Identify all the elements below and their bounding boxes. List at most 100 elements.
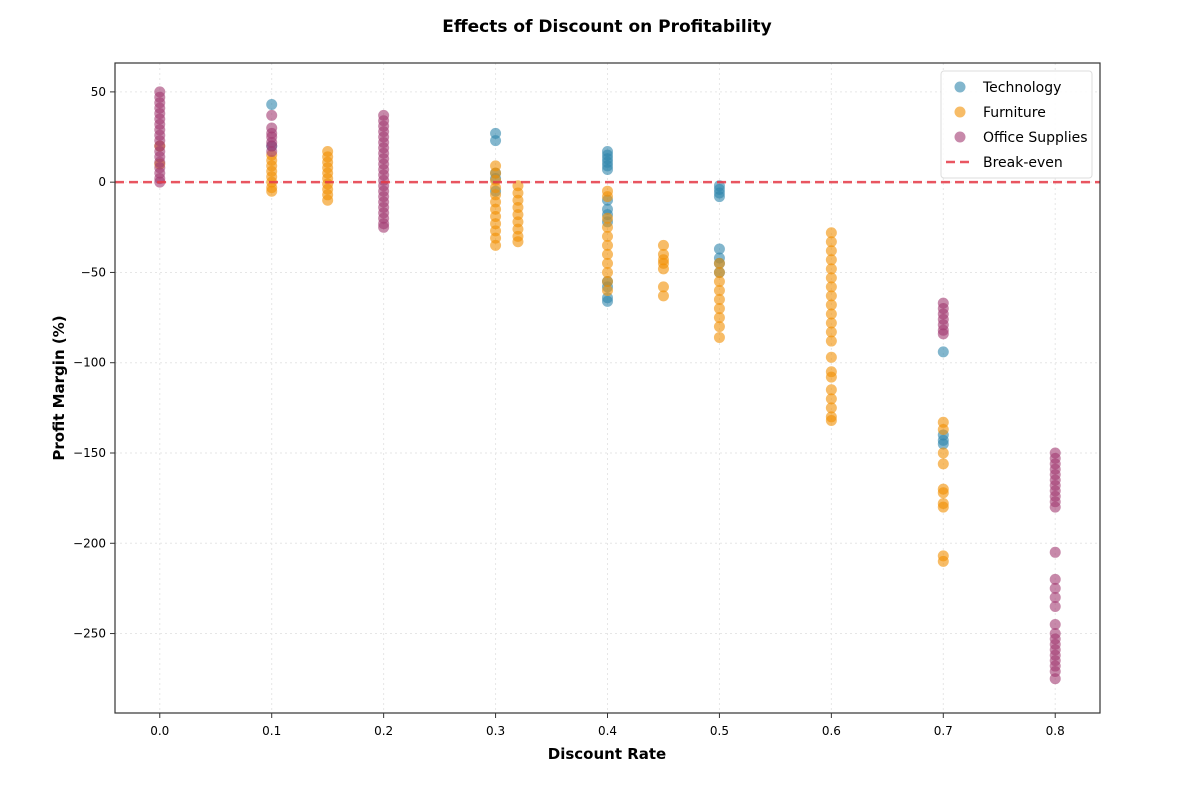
data-point	[825, 254, 837, 266]
data-point	[825, 351, 837, 363]
data-point	[937, 555, 949, 567]
data-point	[713, 294, 725, 306]
data-point	[825, 272, 837, 284]
data-point	[713, 331, 725, 343]
data-point	[266, 99, 278, 111]
data-point	[713, 243, 725, 255]
x-tick-label: 0.4	[598, 724, 617, 738]
data-point	[937, 447, 949, 459]
data-point	[266, 185, 278, 197]
data-point	[602, 266, 613, 278]
data-point	[825, 299, 837, 311]
x-tick-label: 0.8	[1046, 724, 1065, 738]
data-point	[266, 145, 278, 157]
data-point	[512, 236, 524, 248]
x-tick-label: 0.1	[262, 724, 281, 738]
data-point	[602, 239, 613, 251]
data-point	[825, 227, 837, 239]
data-point	[713, 191, 725, 203]
data-point	[937, 346, 949, 358]
y-tick-label: −150	[73, 446, 106, 460]
data-point	[602, 275, 613, 287]
data-point	[657, 239, 669, 251]
x-tick-label: 0.7	[934, 724, 953, 738]
data-point	[1049, 600, 1061, 612]
data-point	[937, 501, 949, 513]
data-point	[1049, 591, 1061, 603]
legend-marker	[954, 81, 966, 93]
data-point	[1049, 673, 1061, 685]
data-point	[713, 266, 725, 278]
data-point	[602, 191, 613, 203]
data-points	[154, 86, 1061, 685]
x-tick-label: 0.2	[374, 724, 393, 738]
y-tick-label: −200	[73, 536, 106, 550]
x-axis-ticks: 0.0 0.1 0.2 0.3 0.4 0.5 0.6 0.7 0.8	[150, 713, 1065, 738]
legend-label: Furniture	[983, 105, 1046, 121]
data-point	[825, 281, 837, 293]
data-point	[937, 424, 949, 436]
data-point	[713, 257, 725, 269]
data-point	[378, 221, 390, 233]
data-point	[657, 281, 669, 293]
data-point	[825, 335, 837, 347]
data-point	[825, 317, 837, 329]
data-point	[1049, 501, 1061, 513]
data-point	[937, 458, 949, 470]
data-point	[1049, 546, 1061, 558]
data-point	[713, 275, 725, 287]
legend-box	[940, 70, 1093, 179]
data-point	[490, 239, 502, 251]
x-axis-label: Discount Rate	[548, 745, 666, 763]
y-tick-label: 50	[91, 85, 106, 99]
data-point	[937, 438, 949, 450]
data-point	[1049, 582, 1061, 594]
data-point	[322, 194, 334, 206]
data-point	[602, 212, 613, 224]
data-point	[825, 415, 837, 426]
data-point	[657, 263, 669, 275]
y-axis-ticks: 50 0 −50 −100 −150 −200 −250	[73, 85, 115, 641]
data-point	[657, 290, 669, 302]
y-tick-label: −250	[73, 627, 106, 641]
data-point	[825, 384, 837, 396]
legend: Technology Furniture Office Supplies Break-…	[940, 70, 1093, 179]
data-point	[825, 236, 837, 248]
data-point	[602, 295, 613, 307]
data-point	[937, 328, 949, 340]
legend-marker	[954, 131, 966, 143]
series-office-supplies	[154, 86, 1061, 685]
data-point	[713, 285, 725, 296]
data-point	[825, 326, 837, 338]
legend-label: Office Supplies	[983, 130, 1088, 146]
data-point	[602, 164, 613, 176]
data-point	[713, 303, 725, 315]
y-tick-label: 0	[98, 175, 106, 189]
data-point	[602, 230, 613, 242]
data-point	[825, 402, 837, 414]
x-tick-label: 0.3	[486, 724, 505, 738]
data-point	[825, 371, 837, 383]
legend-label: Break-even	[983, 155, 1063, 171]
series-furniture	[154, 140, 949, 567]
data-point	[602, 257, 613, 269]
data-point	[825, 290, 837, 302]
y-axis-label: Profit Margin (%)	[50, 315, 68, 460]
data-point	[825, 393, 837, 405]
x-tick-label: 0.6	[822, 724, 841, 738]
data-point	[713, 312, 725, 324]
legend-marker	[954, 106, 966, 118]
y-tick-label: −100	[73, 356, 106, 370]
data-point	[602, 248, 613, 260]
data-point	[602, 221, 613, 233]
x-tick-label: 0.5	[710, 724, 729, 738]
y-tick-label: −50	[81, 265, 106, 279]
chart-title: Effects of Discount on Profitability	[442, 17, 772, 37]
data-point	[825, 308, 837, 320]
data-point	[1049, 573, 1061, 585]
data-point	[490, 135, 502, 147]
data-point	[1049, 619, 1061, 631]
data-point	[602, 285, 613, 296]
legend-label: Technology	[982, 80, 1061, 96]
